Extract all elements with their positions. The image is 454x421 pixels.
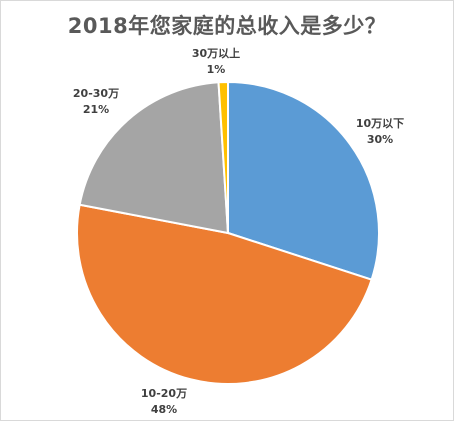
slice-label-under-10w: 10万以下 30% xyxy=(350,116,410,148)
slice-category: 10-20万 xyxy=(140,387,188,400)
slice-category: 30万以上 xyxy=(191,47,241,60)
slice-20-30w xyxy=(78,81,230,235)
slice-label-10-20w: 10-20万 48% xyxy=(134,386,194,418)
slice-label-over-30w: 30万以上 1% xyxy=(186,46,246,78)
slice-category: 20-30万 xyxy=(72,87,120,100)
slice-10-20w xyxy=(76,203,373,385)
slice-percent: 1% xyxy=(206,63,226,76)
slice-category: 10万以下 xyxy=(355,117,405,130)
slice-percent: 48% xyxy=(150,403,178,416)
chart-title: 2018年您家庭的总收入是多少？ xyxy=(67,14,387,38)
slice-label-20-30w: 20-30万 21% xyxy=(66,86,126,118)
pie-slices xyxy=(76,80,380,385)
slice-percent: 30% xyxy=(366,133,394,146)
slice-percent: 21% xyxy=(82,103,110,116)
slice-under-10w xyxy=(227,80,380,281)
slice-over-30w xyxy=(217,80,229,234)
